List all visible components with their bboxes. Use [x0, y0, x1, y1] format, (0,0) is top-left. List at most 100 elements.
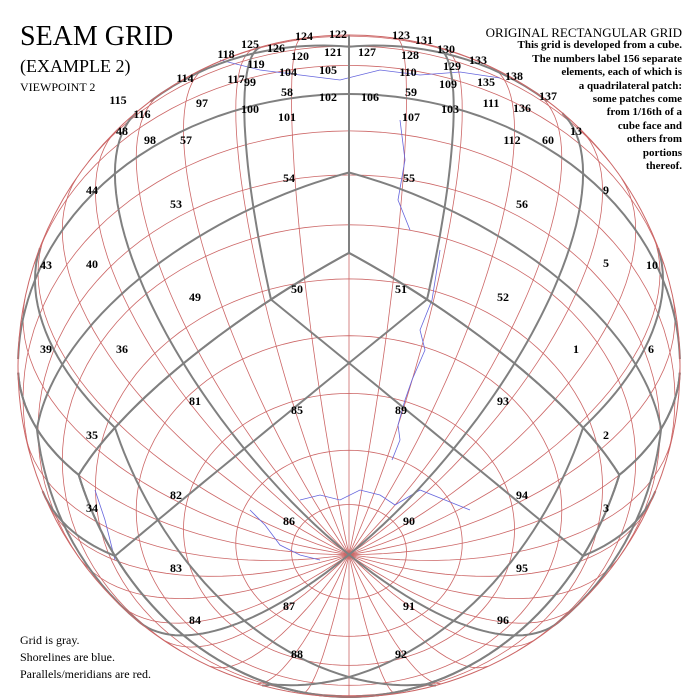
cell-number: 101: [278, 110, 296, 124]
grid-line: [618, 372, 681, 476]
cell-number: 107: [402, 110, 420, 124]
meridian-line: [348, 48, 463, 555]
cell-number: 58: [281, 85, 293, 99]
grid-line: [582, 490, 657, 557]
cell-number: 50: [291, 282, 303, 296]
cell-number: 131: [415, 33, 433, 47]
cell-number: 56: [516, 197, 528, 211]
meridian-line: [48, 504, 350, 577]
meridian-line: [348, 554, 534, 648]
meridian-line: [348, 554, 441, 685]
cell-number: 89: [395, 403, 407, 417]
description-line: from 1/16th of a: [606, 106, 682, 119]
parallel-line: [348, 45, 611, 163]
grid-line: [17, 93, 350, 360]
cell-number: 48: [116, 124, 128, 138]
cell-number: 116: [133, 107, 150, 121]
cell-number: 1: [573, 342, 579, 356]
meridian-line: [348, 554, 576, 624]
meridian-line: [81, 554, 350, 600]
description-line: others from: [626, 133, 682, 146]
grid-line: [582, 247, 665, 429]
parallel-line: [348, 65, 665, 265]
meridian-line: [26, 442, 350, 561]
meridian-line: [348, 504, 650, 577]
cell-number: 109: [439, 77, 457, 91]
viewpoint-label: VIEWPOINT 2: [20, 80, 96, 94]
description-line: some patches come: [592, 93, 682, 106]
grid-line: [348, 44, 549, 103]
cell-number: 35: [86, 428, 98, 442]
grid-line: [426, 46, 455, 300]
meridian-line: [183, 67, 350, 555]
cell-number: 135: [477, 75, 495, 89]
parallel-line: [87, 45, 350, 163]
description-line: The numbers label 156 separate: [532, 52, 682, 65]
cell-number: 123: [392, 28, 410, 42]
meridian-line: [348, 235, 661, 556]
grid-line: [270, 427, 585, 687]
page-title: SEAM GRID: [20, 21, 174, 52]
cell-number: 59: [405, 85, 417, 99]
grid-line: [182, 362, 515, 637]
meridian-line: [122, 554, 350, 624]
cell-number: 137: [539, 89, 557, 103]
cell-number: 117: [227, 72, 244, 86]
legend: Grid is gray. Shorelines are blue. Paral…: [20, 632, 151, 683]
meridian-line: [210, 554, 350, 669]
cell-number: 88: [291, 647, 303, 661]
cell-number: 99: [244, 75, 256, 89]
grid-line: [113, 427, 428, 687]
parallel-line: [22, 130, 350, 455]
grid-line: [149, 44, 350, 103]
meridian-line: [235, 48, 350, 555]
meridian-line: [348, 299, 676, 556]
grid-line: [270, 298, 584, 557]
cell-number: 95: [516, 561, 528, 575]
cell-number: 100: [241, 102, 259, 116]
shoreline: [391, 249, 441, 461]
cell-number: 57: [180, 133, 192, 147]
cell-number: 106: [361, 90, 379, 104]
meridian-line: [135, 94, 350, 555]
cell-number: 124: [295, 29, 313, 43]
cell-number: 110: [399, 65, 416, 79]
cell-number: 43: [40, 258, 52, 272]
cell-number: 94: [516, 488, 528, 502]
cell-number: 105: [319, 63, 337, 77]
cell-number: 54: [283, 171, 295, 185]
grid-line: [514, 621, 559, 637]
cell-number: 60: [542, 133, 554, 147]
description-line: cube face and: [617, 119, 682, 132]
meridian-line: [348, 554, 396, 694]
meridian-line: [348, 554, 617, 600]
meridian-line: [348, 442, 672, 561]
cell-number: 115: [109, 93, 126, 107]
cell-number: 118: [217, 47, 234, 61]
cell-number: 53: [170, 197, 182, 211]
cell-number: 129: [443, 59, 461, 73]
parallel-line: [33, 65, 350, 265]
cell-number: 87: [283, 599, 295, 613]
description: ORIGINAL RECTANGULAR GRID This grid is d…: [486, 26, 682, 173]
meridian-line: [257, 554, 350, 685]
grid-line: [35, 428, 141, 624]
meridian-line: [164, 554, 350, 648]
cell-number: 2: [603, 428, 609, 442]
grid-line: [41, 490, 116, 557]
meridian-line: [94, 129, 350, 556]
grid-line: [618, 372, 681, 476]
cell-number: 125: [241, 37, 259, 51]
cell-number: 6: [648, 342, 654, 356]
cell-number: 83: [170, 561, 182, 575]
grid-line: [348, 252, 621, 476]
cell-number: 9: [603, 183, 609, 197]
cell-number: 104: [279, 65, 297, 79]
cell-number: 52: [497, 290, 509, 304]
legend-parallels: Parallels/meridians are red.: [20, 667, 151, 681]
globe-outline: [17, 34, 681, 698]
cell-number: 119: [247, 57, 264, 71]
cell-number: 5: [603, 256, 609, 270]
